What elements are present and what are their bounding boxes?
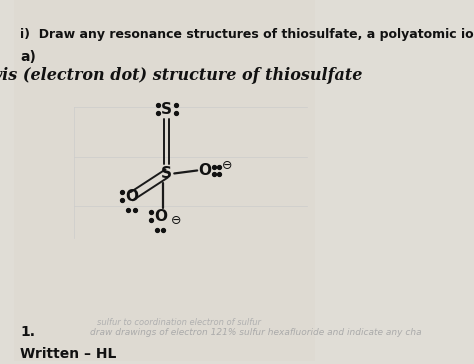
Text: Lewis (electron dot) structure of thiosulfate: Lewis (electron dot) structure of thiosu…: [0, 67, 363, 84]
Text: Written – HL: Written – HL: [20, 347, 117, 361]
Text: a): a): [20, 50, 36, 64]
Text: i)  Draw any resonance structures of thiosulfate, a polyatomic ion, below:: i) Draw any resonance structures of thio…: [20, 28, 474, 41]
Text: O: O: [154, 209, 167, 223]
Text: sulfur to coordination electron of sulfur: sulfur to coordination electron of sulfu…: [97, 318, 261, 327]
Text: draw drawings of electron 121% sulfur hexafluoride and indicate any cha: draw drawings of electron 121% sulfur he…: [91, 328, 422, 337]
Text: S: S: [161, 102, 172, 116]
Text: $\ominus$: $\ominus$: [170, 214, 181, 226]
FancyBboxPatch shape: [14, 0, 316, 361]
Text: O: O: [198, 163, 211, 178]
Text: S: S: [161, 166, 172, 181]
Text: 1.: 1.: [20, 325, 36, 339]
Text: $\ominus$: $\ominus$: [221, 159, 232, 172]
Text: O: O: [125, 189, 138, 204]
